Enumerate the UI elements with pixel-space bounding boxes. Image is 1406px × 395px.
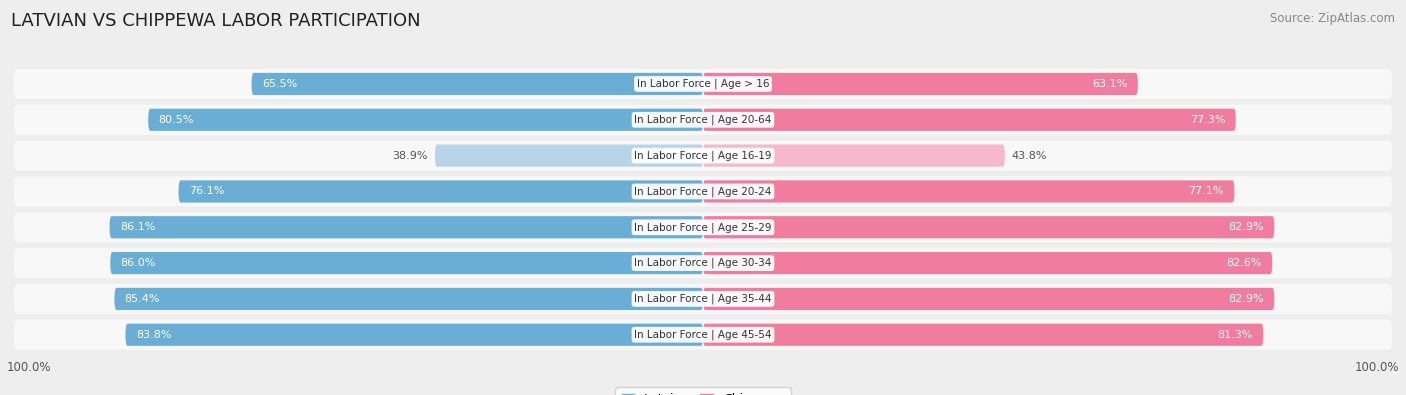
Text: 81.3%: 81.3% — [1218, 330, 1253, 340]
FancyBboxPatch shape — [703, 109, 1236, 131]
FancyBboxPatch shape — [14, 284, 1392, 314]
Text: 63.1%: 63.1% — [1092, 79, 1128, 89]
Legend: Latvian, Chippewa: Latvian, Chippewa — [616, 387, 790, 395]
FancyBboxPatch shape — [434, 145, 703, 167]
Text: 82.6%: 82.6% — [1226, 258, 1263, 268]
FancyBboxPatch shape — [125, 324, 703, 346]
FancyBboxPatch shape — [14, 248, 1392, 278]
Text: 82.9%: 82.9% — [1229, 222, 1264, 232]
FancyBboxPatch shape — [703, 145, 1005, 167]
Text: In Labor Force | Age 25-29: In Labor Force | Age 25-29 — [634, 222, 772, 233]
Text: 100.0%: 100.0% — [7, 361, 52, 374]
FancyBboxPatch shape — [110, 252, 703, 274]
Text: 38.9%: 38.9% — [392, 150, 427, 161]
Text: 86.0%: 86.0% — [121, 258, 156, 268]
Text: 83.8%: 83.8% — [136, 330, 172, 340]
FancyBboxPatch shape — [14, 105, 1392, 135]
Text: In Labor Force | Age 45-54: In Labor Force | Age 45-54 — [634, 329, 772, 340]
Text: 82.9%: 82.9% — [1229, 294, 1264, 304]
FancyBboxPatch shape — [703, 181, 1234, 203]
Text: 77.3%: 77.3% — [1189, 115, 1226, 125]
Text: 65.5%: 65.5% — [262, 79, 297, 89]
FancyBboxPatch shape — [252, 73, 703, 95]
Text: In Labor Force | Age 20-24: In Labor Force | Age 20-24 — [634, 186, 772, 197]
FancyBboxPatch shape — [148, 109, 703, 131]
Text: 43.8%: 43.8% — [1012, 150, 1047, 161]
FancyBboxPatch shape — [114, 288, 703, 310]
Text: 100.0%: 100.0% — [1354, 361, 1399, 374]
FancyBboxPatch shape — [14, 212, 1392, 242]
FancyBboxPatch shape — [179, 181, 703, 203]
Text: 76.1%: 76.1% — [188, 186, 224, 196]
FancyBboxPatch shape — [703, 252, 1272, 274]
FancyBboxPatch shape — [14, 69, 1392, 99]
Text: In Labor Force | Age 35-44: In Labor Force | Age 35-44 — [634, 293, 772, 304]
Text: Source: ZipAtlas.com: Source: ZipAtlas.com — [1270, 12, 1395, 25]
FancyBboxPatch shape — [14, 141, 1392, 171]
FancyBboxPatch shape — [14, 320, 1392, 350]
FancyBboxPatch shape — [703, 216, 1274, 238]
Text: In Labor Force | Age 30-34: In Labor Force | Age 30-34 — [634, 258, 772, 268]
FancyBboxPatch shape — [703, 288, 1274, 310]
Text: 86.1%: 86.1% — [120, 222, 155, 232]
Text: 80.5%: 80.5% — [159, 115, 194, 125]
FancyBboxPatch shape — [703, 324, 1264, 346]
FancyBboxPatch shape — [14, 177, 1392, 207]
Text: In Labor Force | Age > 16: In Labor Force | Age > 16 — [637, 79, 769, 89]
Text: In Labor Force | Age 16-19: In Labor Force | Age 16-19 — [634, 150, 772, 161]
Text: LATVIAN VS CHIPPEWA LABOR PARTICIPATION: LATVIAN VS CHIPPEWA LABOR PARTICIPATION — [11, 12, 420, 30]
Text: 85.4%: 85.4% — [125, 294, 160, 304]
FancyBboxPatch shape — [703, 73, 1137, 95]
Text: In Labor Force | Age 20-64: In Labor Force | Age 20-64 — [634, 115, 772, 125]
FancyBboxPatch shape — [110, 216, 703, 238]
Text: 77.1%: 77.1% — [1188, 186, 1225, 196]
